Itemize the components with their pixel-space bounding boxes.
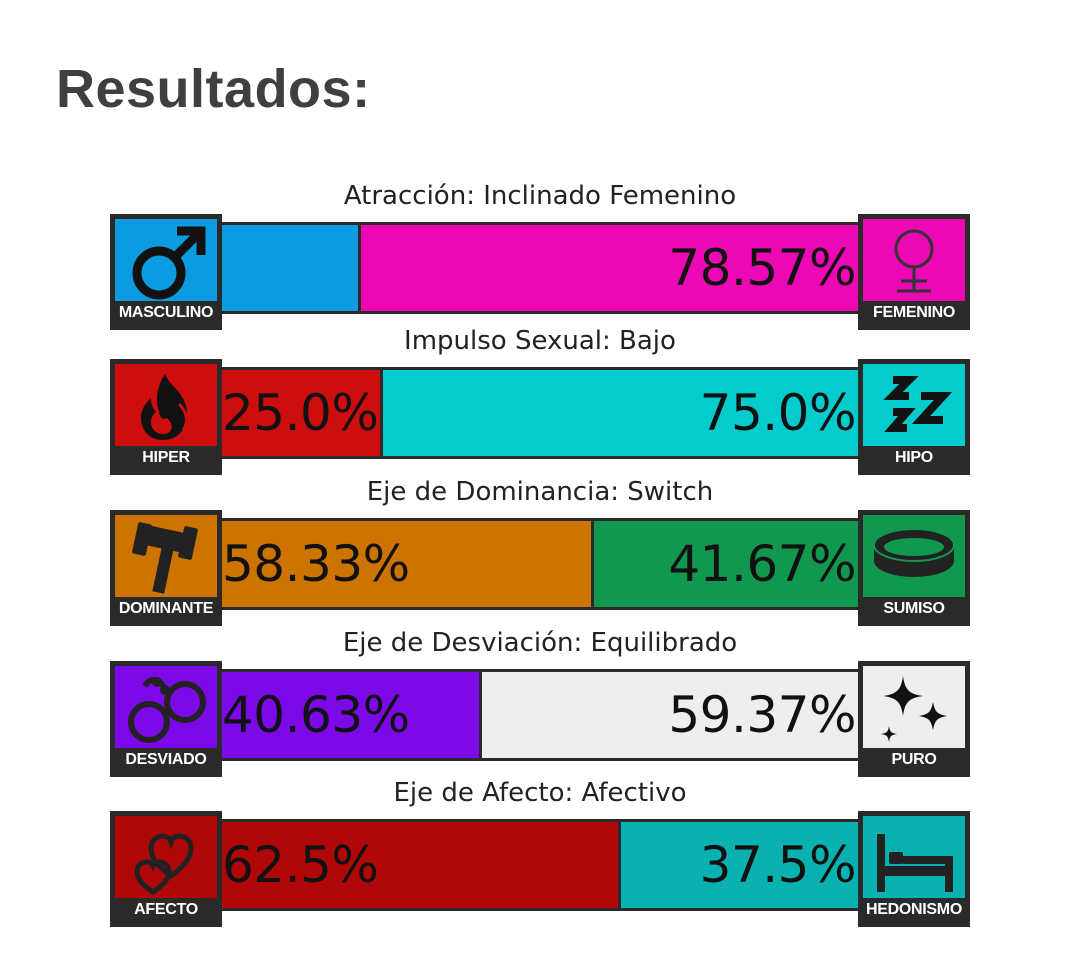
left-trait-caption: DESVIADO bbox=[115, 748, 217, 772]
hearts-icon bbox=[115, 816, 217, 898]
right-score-percent: 78.57% bbox=[668, 239, 856, 297]
right-trait-caption: HEDONISMO bbox=[863, 898, 965, 922]
right-trait-caption: HIPO bbox=[863, 446, 965, 470]
left-trait-badge: AFECTO bbox=[110, 811, 222, 927]
left-score-percent: 25.0% bbox=[222, 384, 379, 442]
result-axis: Eje de Desviación: Equilibrado DESVIADO PU… bbox=[110, 627, 970, 777]
gavel-icon bbox=[115, 515, 217, 597]
collar-icon bbox=[863, 515, 965, 597]
left-trait-caption: DOMINANTE bbox=[115, 597, 217, 621]
result-axis: Atracción: Inclinado Femenino MASCULINO FE… bbox=[110, 180, 970, 330]
axis-title: Eje de Dominancia: Switch bbox=[366, 477, 714, 507]
left-score-percent: 58.33% bbox=[222, 535, 410, 593]
sparkles-icon bbox=[863, 666, 965, 748]
female-symbol-icon bbox=[863, 219, 965, 301]
right-score-fill: 78.57% bbox=[360, 225, 858, 311]
left-trait-caption: MASCULINO bbox=[115, 301, 217, 325]
left-trait-caption: HIPER bbox=[115, 446, 217, 470]
left-trait-badge: MASCULINO bbox=[110, 214, 222, 330]
right-trait-badge: PURO bbox=[858, 661, 970, 777]
right-trait-badge: SUMISO bbox=[858, 510, 970, 626]
left-score-fill bbox=[222, 225, 361, 311]
result-axis: Impulso Sexual: Bajo HIPER HIPO 25.0% 75.0% bbox=[110, 325, 970, 475]
left-score-percent: 40.63% bbox=[222, 686, 410, 744]
axis-title: Atracción: Inclinado Femenino bbox=[343, 181, 737, 211]
right-trait-caption: PURO bbox=[863, 748, 965, 772]
right-score-fill: 59.37% bbox=[482, 672, 858, 758]
score-bar: 40.63% 59.37% bbox=[219, 669, 861, 761]
left-trait-badge: HIPER bbox=[110, 359, 222, 475]
axis-title: Eje de Desviación: Equilibrado bbox=[342, 628, 738, 658]
left-trait-caption: AFECTO bbox=[115, 898, 217, 922]
left-score-percent: 62.5% bbox=[222, 836, 379, 894]
right-trait-badge: FEMENINO bbox=[858, 214, 970, 330]
handcuffs-icon bbox=[115, 666, 217, 748]
right-score-percent: 59.37% bbox=[668, 686, 856, 744]
score-bar: 25.0% 75.0% bbox=[219, 367, 861, 459]
score-bar: 58.33% 41.67% bbox=[219, 518, 861, 610]
right-score-fill: 41.67% bbox=[594, 521, 858, 607]
right-score-percent: 37.5% bbox=[699, 836, 857, 894]
left-score-fill: 62.5% bbox=[222, 822, 621, 908]
result-axis: Eje de Dominancia: Switch DOMINANTE SUMISO… bbox=[110, 476, 970, 626]
right-trait-caption: FEMENINO bbox=[863, 301, 965, 325]
axis-title: Eje de Afecto: Afectivo bbox=[393, 778, 687, 808]
left-score-fill: 40.63% bbox=[222, 672, 483, 758]
left-trait-badge: DESVIADO bbox=[110, 661, 222, 777]
right-trait-badge: HEDONISMO bbox=[858, 811, 970, 927]
right-score-percent: 41.67% bbox=[668, 535, 856, 593]
sleep-zzz-icon bbox=[863, 364, 965, 446]
score-bar: 62.5% 37.5% bbox=[219, 819, 861, 911]
page-title: Resultados: bbox=[56, 59, 371, 119]
left-trait-badge: DOMINANTE bbox=[110, 510, 222, 626]
left-score-fill: 25.0% bbox=[222, 370, 384, 456]
axis-title: Impulso Sexual: Bajo bbox=[404, 326, 676, 356]
right-score-fill: 37.5% bbox=[620, 822, 858, 908]
right-score-fill: 75.0% bbox=[383, 370, 858, 456]
left-score-fill: 58.33% bbox=[222, 521, 595, 607]
bed-icon bbox=[863, 816, 965, 898]
right-trait-caption: SUMISO bbox=[863, 597, 965, 621]
right-trait-badge: HIPO bbox=[858, 359, 970, 475]
result-axis: Eje de Afecto: Afectivo AFECTO HEDONISMO 62… bbox=[110, 777, 970, 927]
right-score-percent: 75.0% bbox=[699, 384, 857, 442]
flame-icon bbox=[115, 364, 217, 446]
male-symbol-icon bbox=[115, 219, 217, 301]
score-bar: 78.57% bbox=[219, 222, 861, 314]
